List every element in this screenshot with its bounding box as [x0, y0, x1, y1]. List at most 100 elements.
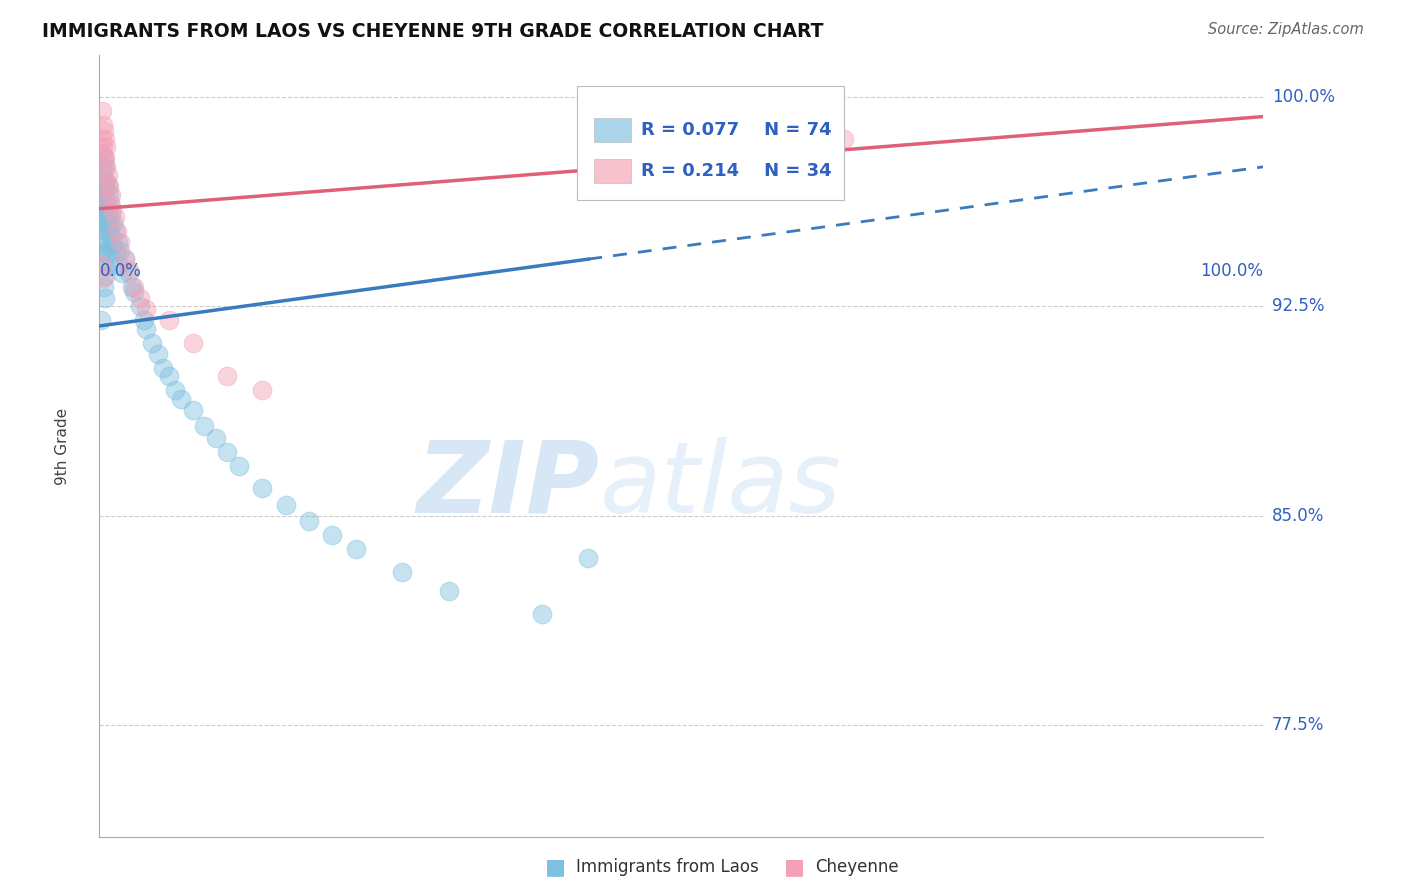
- Point: [91, 202, 114, 216]
- Point: [108, 258, 131, 272]
- Point: [135, 322, 157, 336]
- Point: [104, 246, 127, 260]
- Point: [97, 168, 120, 182]
- Point: [94, 194, 117, 208]
- Point: [530, 607, 553, 621]
- Point: [93, 235, 115, 250]
- Point: [90, 258, 112, 272]
- Text: 77.5%: 77.5%: [1272, 716, 1324, 734]
- Point: [94, 160, 117, 174]
- Point: [181, 335, 204, 350]
- Point: [117, 263, 139, 277]
- Point: [97, 246, 120, 260]
- Point: [90, 103, 112, 118]
- Point: [437, 584, 460, 599]
- Point: [321, 528, 343, 542]
- Point: [132, 313, 155, 327]
- Point: [97, 187, 120, 202]
- Text: Source: ZipAtlas.com: Source: ZipAtlas.com: [1208, 22, 1364, 37]
- Point: [103, 216, 125, 230]
- Point: [129, 300, 152, 314]
- Point: [90, 168, 112, 182]
- Point: [141, 335, 163, 350]
- Point: [94, 152, 117, 166]
- FancyBboxPatch shape: [576, 87, 845, 200]
- Point: [94, 132, 117, 146]
- Point: [97, 224, 120, 238]
- Point: [91, 179, 114, 194]
- Point: [91, 221, 114, 235]
- Point: [146, 347, 169, 361]
- Point: [821, 123, 844, 137]
- Point: [94, 224, 117, 238]
- Point: [114, 252, 136, 266]
- Text: 0.0%: 0.0%: [100, 262, 141, 280]
- Text: Immigrants from Laos: Immigrants from Laos: [576, 858, 759, 876]
- Text: Cheyenne: Cheyenne: [815, 858, 898, 876]
- Point: [110, 266, 132, 280]
- Point: [90, 187, 112, 202]
- Text: atlas: atlas: [600, 436, 842, 533]
- Point: [576, 550, 599, 565]
- Point: [96, 160, 118, 174]
- Point: [97, 210, 120, 224]
- Point: [91, 271, 114, 285]
- Text: ■: ■: [546, 857, 565, 877]
- Point: [124, 285, 146, 300]
- Point: [170, 392, 193, 406]
- Point: [100, 207, 122, 221]
- Point: [93, 194, 115, 208]
- Point: [110, 235, 132, 250]
- Point: [94, 202, 117, 216]
- Text: ■: ■: [785, 857, 804, 877]
- Point: [217, 444, 239, 458]
- Point: [775, 118, 797, 132]
- Point: [181, 402, 204, 417]
- Point: [228, 458, 250, 473]
- Point: [252, 481, 274, 495]
- Point: [105, 224, 128, 238]
- Point: [217, 369, 239, 384]
- Text: IMMIGRANTS FROM LAOS VS CHEYENNE 9TH GRADE CORRELATION CHART: IMMIGRANTS FROM LAOS VS CHEYENNE 9TH GRA…: [42, 22, 824, 41]
- Text: 100.0%: 100.0%: [1272, 88, 1334, 106]
- Point: [91, 244, 114, 258]
- Point: [94, 246, 117, 260]
- Point: [93, 280, 115, 294]
- Point: [135, 302, 157, 317]
- Point: [93, 152, 115, 166]
- Point: [96, 140, 118, 154]
- Point: [117, 266, 139, 280]
- Point: [90, 313, 112, 327]
- Text: 92.5%: 92.5%: [1272, 297, 1324, 316]
- Point: [100, 187, 122, 202]
- Point: [124, 280, 146, 294]
- Point: [97, 179, 120, 194]
- Point: [96, 260, 118, 275]
- Point: [96, 196, 118, 211]
- Point: [344, 542, 367, 557]
- Point: [101, 202, 124, 216]
- FancyBboxPatch shape: [595, 119, 631, 143]
- Point: [157, 313, 180, 327]
- Point: [107, 235, 129, 250]
- Point: [91, 140, 114, 154]
- Point: [98, 196, 121, 211]
- Point: [810, 112, 832, 127]
- Point: [121, 280, 143, 294]
- Point: [97, 179, 120, 194]
- Text: 85.0%: 85.0%: [1272, 507, 1324, 524]
- Point: [94, 268, 117, 283]
- Point: [97, 202, 120, 216]
- Point: [90, 207, 112, 221]
- Point: [98, 219, 121, 233]
- Text: R = 0.214    N = 34: R = 0.214 N = 34: [641, 162, 831, 180]
- Point: [93, 216, 115, 230]
- Point: [96, 216, 118, 230]
- Point: [205, 431, 228, 445]
- FancyBboxPatch shape: [595, 159, 631, 183]
- Point: [93, 123, 115, 137]
- Point: [298, 515, 321, 529]
- Point: [90, 145, 112, 160]
- Point: [93, 152, 115, 166]
- Point: [114, 252, 136, 266]
